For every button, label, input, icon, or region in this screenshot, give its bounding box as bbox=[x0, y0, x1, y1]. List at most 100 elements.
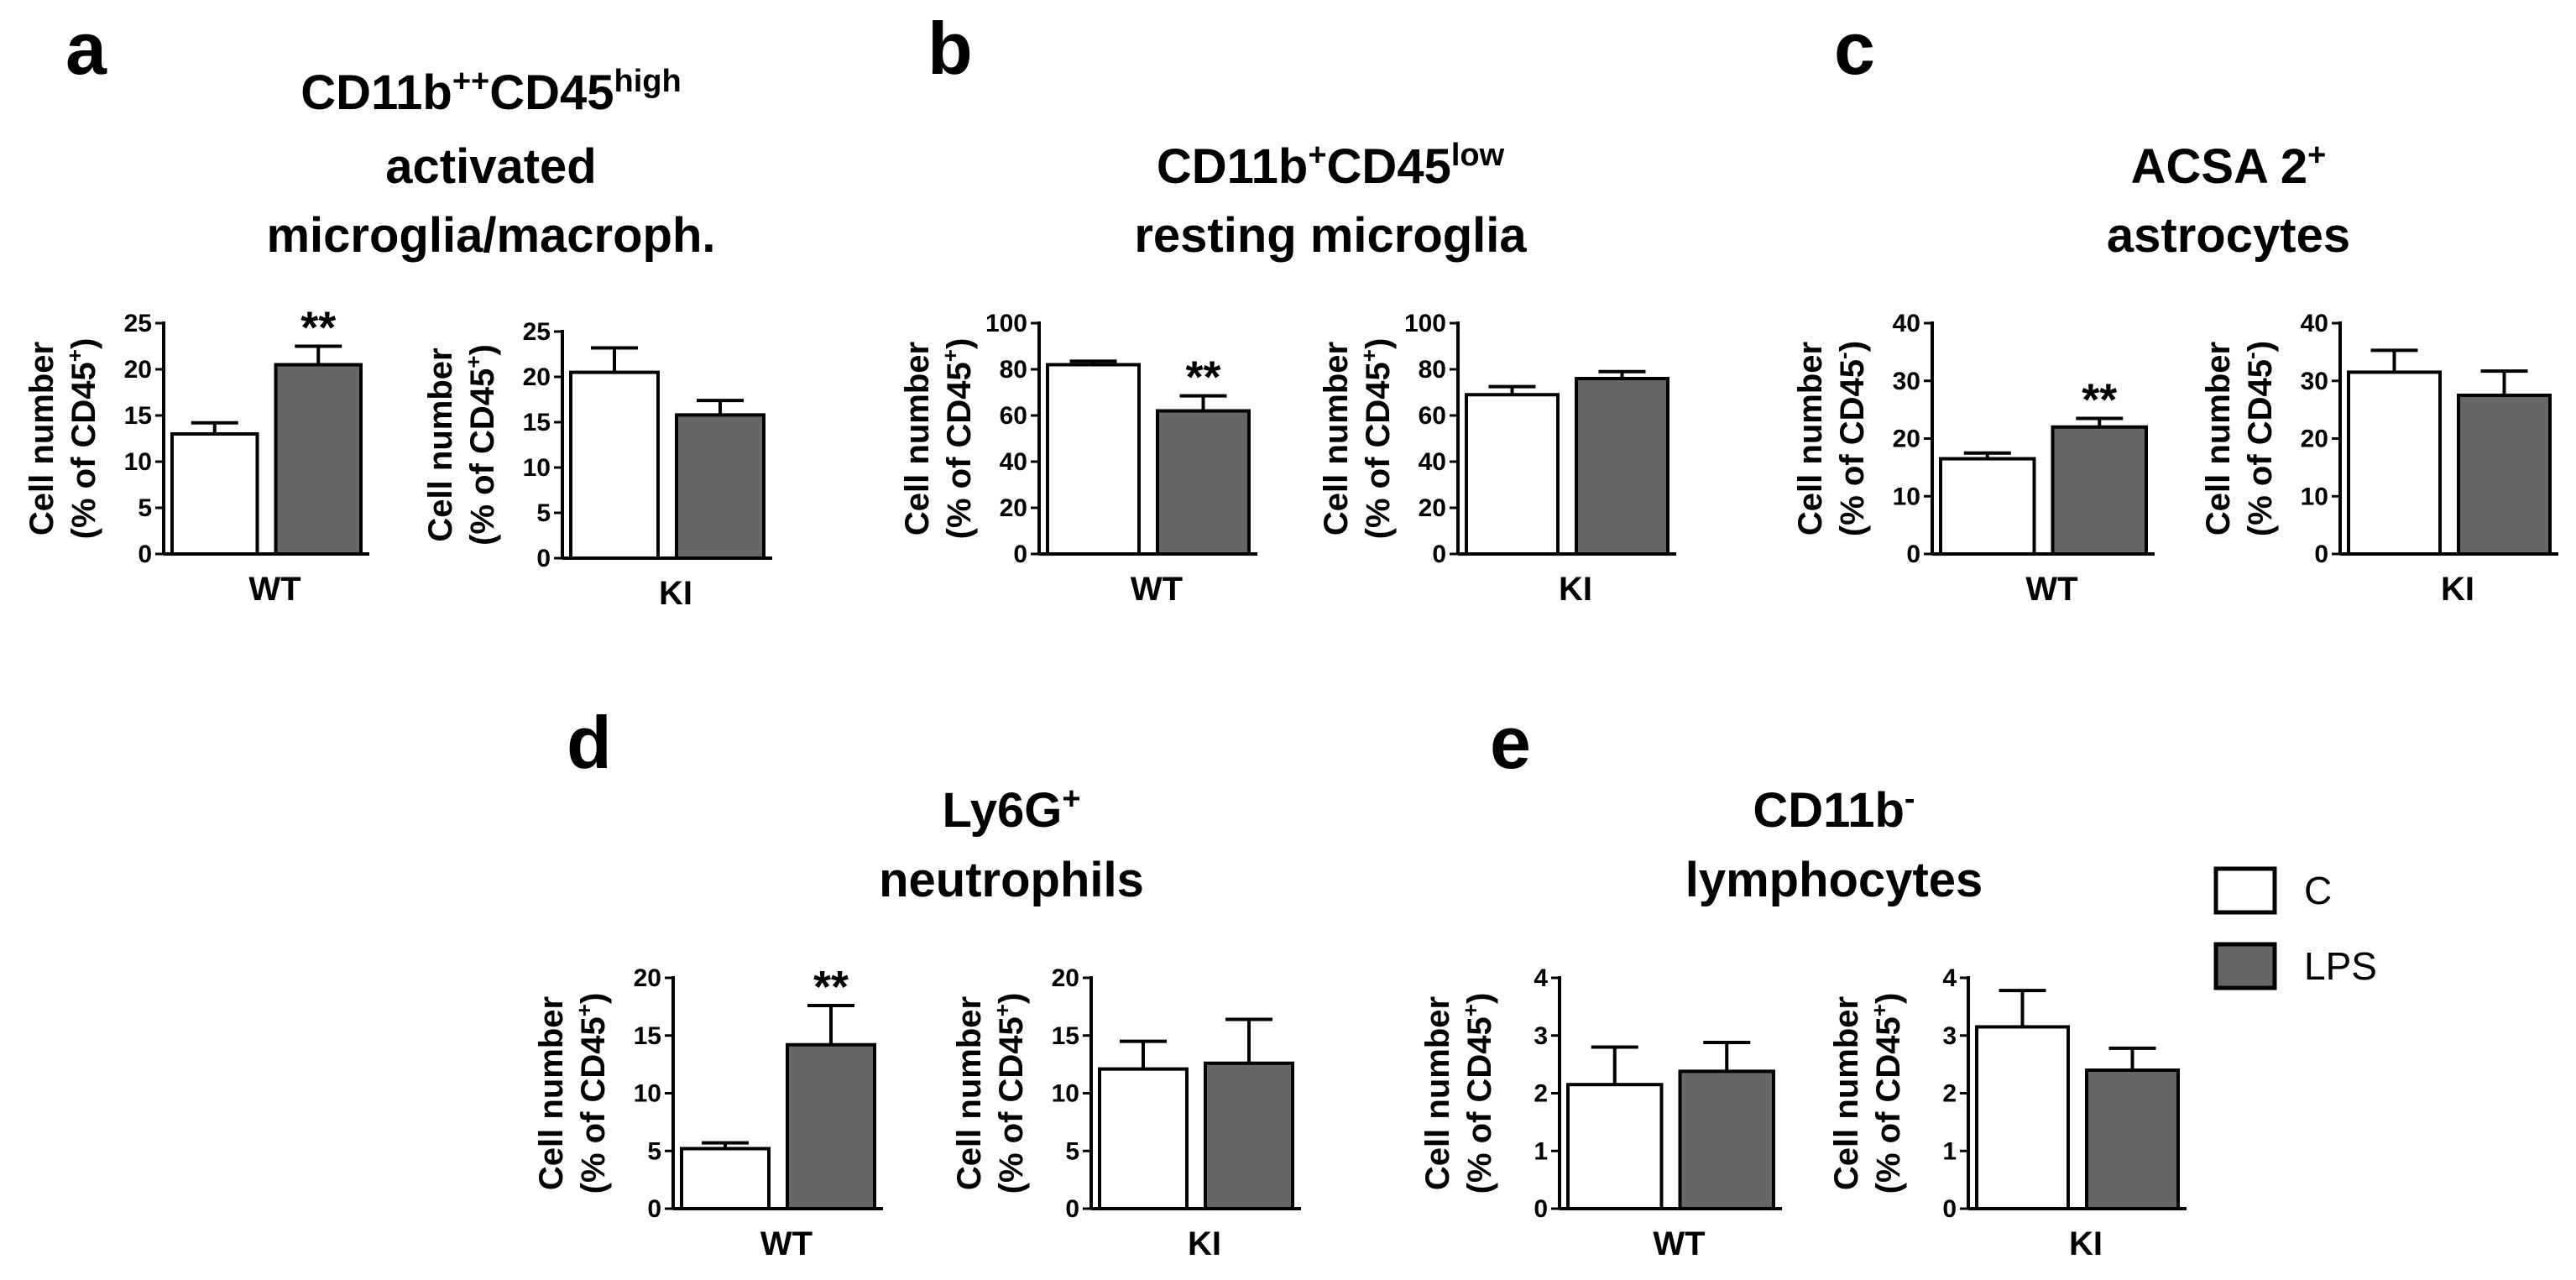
y-tick-label: 0 bbox=[1534, 1195, 1548, 1223]
legend-label-c: C bbox=[2304, 869, 2332, 912]
y-tick-label: 10 bbox=[2301, 483, 2328, 510]
legend: C LPS bbox=[2213, 866, 2377, 990]
panel-e-title-line: lymphocytes bbox=[1685, 853, 1983, 907]
y-tick-label: 2 bbox=[1942, 1080, 1957, 1108]
y-tick-label: 10 bbox=[1893, 483, 1920, 510]
y-axis-label: Cell number bbox=[533, 996, 570, 1190]
y-tick-label: 100 bbox=[985, 310, 1027, 337]
y-axis-label: Cell number bbox=[422, 347, 459, 541]
bar-c bbox=[1098, 1067, 1189, 1210]
x-axis-label: WT bbox=[760, 1225, 813, 1262]
y-axis-label: Cell number bbox=[1318, 342, 1355, 536]
y-tick-label: 30 bbox=[1893, 368, 1920, 395]
y-tick-label: 30 bbox=[2301, 368, 2328, 395]
y-tick-label: 10 bbox=[523, 454, 551, 482]
y-tick-label: 40 bbox=[1893, 310, 1920, 337]
x-axis-label: WT bbox=[2025, 571, 2077, 608]
y-axis-label: Cell number bbox=[24, 342, 60, 536]
y-tick-label: 3 bbox=[1534, 1022, 1548, 1050]
y-tick-label: 80 bbox=[1000, 356, 1027, 384]
y-tick-label: 5 bbox=[647, 1137, 661, 1165]
y-tick-label: 20 bbox=[1893, 426, 1920, 453]
panel-letter-a: a bbox=[65, 7, 107, 90]
x-axis-label: KI bbox=[1188, 1225, 1221, 1262]
y-axis-label: Cell number bbox=[1419, 996, 1456, 1190]
chart-c-wt: Cell number (% of CD45-) 0 10 20 30 40 ** WT bbox=[1792, 310, 2155, 608]
y-tick-label: 60 bbox=[1419, 402, 1446, 430]
bar-lps bbox=[2051, 425, 2148, 556]
panel-letter-d: d bbox=[567, 701, 612, 784]
legend-swatch-c bbox=[2213, 866, 2277, 915]
panel-b-title-line: resting microglia bbox=[1134, 208, 1527, 263]
y-tick-label: 0 bbox=[1432, 541, 1446, 568]
bar-c bbox=[569, 370, 660, 560]
x-axis-label: KI bbox=[2069, 1225, 2103, 1262]
legend-label-lps: LPS bbox=[2304, 944, 2377, 988]
y-axis-label-unit: (% of CD45+) bbox=[1867, 993, 1907, 1194]
bar-c bbox=[1566, 1083, 1664, 1210]
chart-e-wt: Cell number (% of CD45+) 0 1 2 3 4 WT bbox=[1419, 964, 1782, 1262]
y-tick-label: 10 bbox=[634, 1080, 661, 1108]
bar-c bbox=[680, 1147, 771, 1210]
y-axis-label-unit: (% of CD45+) bbox=[62, 338, 102, 540]
y-tick-label: 0 bbox=[1013, 541, 1027, 568]
significance-marker: ** bbox=[1185, 353, 1220, 403]
y-axis-label: Cell number bbox=[1828, 996, 1865, 1190]
y-tick-label: 5 bbox=[1065, 1137, 1079, 1165]
y-tick-label: 20 bbox=[1000, 494, 1027, 522]
bar-lps bbox=[786, 1042, 876, 1210]
panel-d-title-line: Ly6G+ bbox=[942, 781, 1080, 838]
y-tick-label: 15 bbox=[124, 402, 152, 430]
panel-letter-e: e bbox=[1490, 701, 1531, 784]
chart-e-ki: Cell number (% of CD45+) 0 1 2 3 4 KI bbox=[1828, 964, 2187, 1262]
panel-a-title-line: microglia/macroph. bbox=[266, 208, 715, 263]
significance-marker: ** bbox=[300, 303, 336, 353]
y-tick-label: 0 bbox=[1942, 1195, 1957, 1223]
bar-lps bbox=[1575, 377, 1669, 556]
y-axis-label-unit: (% of CD45-) bbox=[1831, 341, 1871, 536]
x-axis-label: KI bbox=[1559, 571, 1592, 608]
panel-letter-c: c bbox=[1834, 7, 1875, 90]
bar-lps bbox=[1156, 409, 1251, 556]
y-axis-label-unit: (% of CD45+) bbox=[572, 993, 612, 1194]
legend-swatch-lps bbox=[2213, 942, 2277, 990]
y-tick-label: 40 bbox=[2301, 310, 2328, 337]
y-tick-label: 40 bbox=[1000, 448, 1027, 476]
panel-e-title-line: CD11b- bbox=[1753, 781, 1915, 838]
y-tick-label: 5 bbox=[536, 499, 551, 527]
y-tick-label: 10 bbox=[124, 448, 152, 476]
y-tick-label: 0 bbox=[536, 545, 551, 572]
y-tick-label: 80 bbox=[1419, 356, 1446, 384]
panel-a-title-line: activated bbox=[385, 139, 596, 194]
chart-b-ki: Cell number (% of CD45+) 0 20 40 60 80 100 KI bbox=[1318, 310, 1676, 608]
chart-b-wt: Cell number (% of CD45+) 0 20 40 60 80 100 ** WT bbox=[899, 310, 1257, 608]
y-axis-label: Cell number bbox=[899, 342, 936, 536]
y-tick-label: 15 bbox=[1052, 1022, 1079, 1050]
y-tick-label: 0 bbox=[138, 541, 152, 568]
panel-c-title-line: astrocytes bbox=[2107, 208, 2350, 263]
chart-d-ki: Cell number (% of CD45+) 0 5 10 15 20 KI bbox=[951, 964, 1301, 1262]
y-tick-label: 3 bbox=[1942, 1022, 1957, 1050]
significance-marker: ** bbox=[2082, 374, 2117, 425]
y-axis-label-unit: (% of CD45-) bbox=[2239, 341, 2279, 536]
y-tick-label: 20 bbox=[523, 363, 551, 391]
bar-lps bbox=[2457, 393, 2552, 556]
panel-d-title-line: neutrophils bbox=[879, 853, 1144, 907]
y-tick-label: 5 bbox=[138, 494, 152, 522]
x-axis-label: WT bbox=[1131, 571, 1183, 608]
panel-c-title-line: ACSA 2+ bbox=[2131, 138, 2327, 194]
y-tick-label: 20 bbox=[1052, 964, 1079, 992]
y-tick-label: 20 bbox=[1419, 494, 1446, 522]
bar-lps bbox=[675, 413, 765, 560]
x-axis-label: KI bbox=[2441, 571, 2474, 608]
y-tick-label: 20 bbox=[124, 356, 152, 384]
y-axis-label: Cell number bbox=[1792, 342, 1829, 536]
significance-marker: ** bbox=[813, 962, 849, 1012]
y-axis-label: Cell number bbox=[951, 996, 988, 1190]
y-tick-label: 0 bbox=[1065, 1195, 1079, 1223]
y-axis-label-unit: (% of CD45+) bbox=[938, 338, 978, 540]
y-tick-label: 0 bbox=[647, 1195, 661, 1223]
y-tick-label: 0 bbox=[2314, 541, 2328, 568]
y-tick-label: 100 bbox=[1404, 310, 1446, 337]
